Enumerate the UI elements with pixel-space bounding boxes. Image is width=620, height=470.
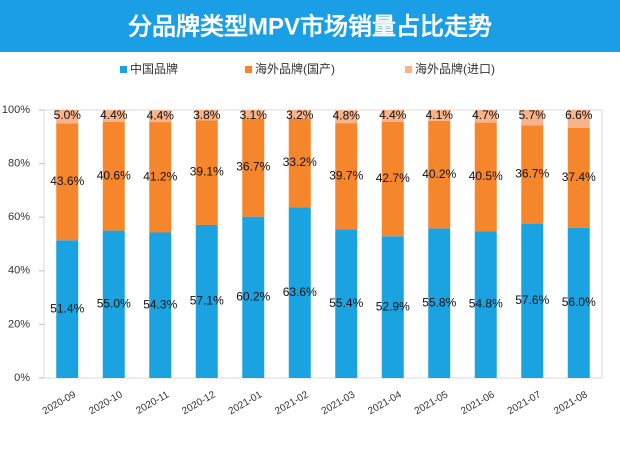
legend-swatch bbox=[405, 66, 412, 73]
value-label: 39.1% bbox=[190, 165, 224, 179]
value-label: 63.6% bbox=[283, 285, 317, 299]
bar-segment bbox=[381, 121, 404, 237]
bar-segment bbox=[567, 227, 590, 378]
value-label: 55.8% bbox=[422, 295, 456, 309]
bar-segment bbox=[474, 110, 497, 123]
title-banner bbox=[0, 0, 620, 52]
bar-segment bbox=[335, 110, 358, 124]
value-label: 40.2% bbox=[422, 167, 456, 181]
value-label: 4.4% bbox=[147, 108, 175, 122]
chart-title: 分品牌类型MPV市场销量占比走势 bbox=[128, 12, 492, 40]
value-label: 52.9% bbox=[376, 299, 410, 313]
y-tick-label: 80% bbox=[8, 158, 30, 170]
bar-segment bbox=[567, 127, 590, 228]
value-label: 4.4% bbox=[100, 108, 128, 122]
y-tick-label: 100% bbox=[2, 104, 30, 116]
bar-segment bbox=[474, 231, 497, 378]
legend-label: 中国品牌 bbox=[130, 61, 178, 76]
value-label: 51.4% bbox=[50, 301, 84, 315]
value-label: 54.3% bbox=[143, 297, 177, 311]
value-label: 43.6% bbox=[50, 174, 84, 188]
legend-label: 海外品牌(进口) bbox=[415, 61, 495, 76]
bar-segment bbox=[102, 110, 125, 122]
bar-segment bbox=[288, 207, 311, 378]
value-label: 5.7% bbox=[519, 108, 547, 122]
bar-segment bbox=[242, 216, 265, 378]
plot-border bbox=[43, 109, 603, 379]
bar-segment bbox=[102, 121, 125, 231]
value-label: 6.6% bbox=[565, 108, 593, 122]
bar-segment bbox=[288, 118, 311, 208]
bar-segment bbox=[381, 236, 404, 378]
value-label: 54.8% bbox=[469, 297, 503, 311]
value-label: 37.4% bbox=[562, 170, 596, 184]
value-label: 36.7% bbox=[236, 160, 270, 174]
bar-segment bbox=[195, 224, 218, 378]
y-tick-label: 0% bbox=[14, 372, 30, 384]
value-label: 57.6% bbox=[515, 293, 549, 307]
bar-segment bbox=[474, 122, 497, 232]
bar-segment bbox=[428, 228, 451, 378]
bar-segment bbox=[567, 110, 590, 128]
bar-segment bbox=[195, 120, 218, 225]
value-label: 55.4% bbox=[329, 296, 363, 310]
value-label: 3.1% bbox=[240, 108, 268, 122]
y-tick-label: 20% bbox=[8, 318, 30, 330]
bar-segment bbox=[56, 110, 79, 124]
bar-segment bbox=[521, 110, 544, 126]
value-label: 33.2% bbox=[283, 155, 317, 169]
value-label: 56.0% bbox=[562, 295, 596, 309]
bar-segment bbox=[102, 230, 125, 378]
value-label: 40.6% bbox=[97, 168, 131, 182]
bar-segment bbox=[428, 120, 451, 229]
bar-segment bbox=[149, 232, 172, 378]
bar-segment bbox=[242, 110, 265, 119]
value-label: 42.7% bbox=[376, 171, 410, 185]
bar-segment bbox=[335, 123, 358, 230]
value-label: 39.7% bbox=[329, 169, 363, 183]
bar-segment bbox=[56, 240, 79, 378]
bar-segment bbox=[428, 109, 451, 121]
bar-segment bbox=[149, 122, 172, 233]
value-label: 4.7% bbox=[472, 108, 500, 122]
value-label: 3.2% bbox=[286, 108, 314, 122]
bar-segment bbox=[195, 110, 218, 121]
y-tick-label: 60% bbox=[8, 211, 30, 223]
bar-segment bbox=[288, 110, 311, 119]
bar-segment bbox=[521, 125, 544, 224]
value-label: 36.7% bbox=[515, 167, 549, 181]
legend-swatch bbox=[245, 66, 252, 73]
value-label: 4.8% bbox=[333, 108, 361, 122]
bar-segment bbox=[521, 223, 544, 378]
value-label: 41.2% bbox=[143, 169, 177, 183]
value-label: 4.4% bbox=[379, 108, 407, 122]
value-label: 3.8% bbox=[193, 108, 221, 122]
y-tick-label: 40% bbox=[8, 265, 30, 277]
value-label: 5.0% bbox=[54, 108, 82, 122]
bar-segment bbox=[335, 229, 358, 378]
bar-segment bbox=[381, 110, 404, 122]
value-label: 40.5% bbox=[469, 169, 503, 183]
value-label: 4.1% bbox=[426, 108, 454, 122]
bar-segment bbox=[56, 123, 79, 241]
value-label: 55.0% bbox=[97, 296, 131, 310]
bar-segment bbox=[149, 110, 172, 123]
legend-label: 海外品牌(国产) bbox=[255, 61, 335, 76]
bar-segment bbox=[242, 118, 265, 217]
value-label: 60.2% bbox=[236, 290, 270, 304]
legend-swatch bbox=[120, 66, 127, 73]
value-label: 57.1% bbox=[190, 294, 224, 308]
